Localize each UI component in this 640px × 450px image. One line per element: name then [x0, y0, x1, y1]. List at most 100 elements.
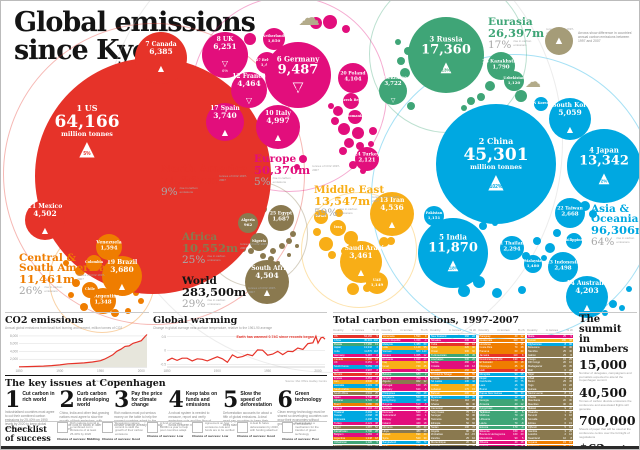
table-cell-change: 28 — [569, 369, 572, 373]
table-row: Niger 9 30 — [527, 372, 573, 377]
table-row: Laos 15 50 — [478, 384, 525, 388]
table-row: Paraguay 40 22 — [478, 335, 525, 339]
bubble-name: 27 Belgium — [256, 58, 278, 63]
table-cell-country: Kazakhstan — [334, 429, 348, 433]
table-row: Guyana 15 10 — [527, 440, 573, 445]
table-cell-country: Norway — [382, 418, 392, 422]
table-cell-tonnes: 15 — [563, 384, 566, 388]
table-cell-country: Moldova — [479, 414, 490, 418]
table-row: Tajikistan 40 5 — [478, 410, 525, 415]
table-row: Iraq 910 30 — [381, 361, 428, 365]
table-cell-tonnes: 20 — [514, 369, 518, 373]
table-row: Singapore 560 24 — [381, 395, 428, 399]
bubble-dot — [279, 243, 285, 249]
table-cell-country: Uzbekistan — [334, 440, 347, 444]
table-row: Brazil 3,680 33 — [333, 403, 379, 407]
table-cell-change: 30 — [569, 399, 572, 403]
table-cell-tonnes: 380 — [416, 425, 421, 429]
bubble-value: 4,997 — [266, 116, 290, 126]
region-value-caption: tonnes of CO2 1997-2007 — [219, 174, 248, 182]
table-cell-tonnes: 5 — [564, 425, 566, 429]
table-cell-tonnes: 290 — [464, 372, 469, 376]
bubble-dot — [339, 147, 347, 155]
co2-chart-source: Source: CDIAC, US Department of Energy — [96, 378, 149, 383]
bubble-6-germany: 6 Germany 9,487 ▽ 6% — [265, 42, 331, 108]
table-row: Kenya 110 28 — [430, 399, 476, 403]
region-value: 74,867m — [161, 173, 218, 187]
table-cell-country: Taiwan — [334, 414, 343, 418]
trend-arrow-glyph: ▽ — [292, 79, 304, 96]
table-cell-change: 5 — [522, 437, 524, 441]
table-cell-change: 40 — [569, 410, 572, 414]
bubble-label-iraq: Iraq — [268, 225, 408, 230]
bubble-label-12-france: 12 France 4,464 ▽ — [179, 73, 319, 106]
table-cell-change: -4 — [521, 425, 524, 429]
table-cell-change: 12 — [569, 391, 572, 395]
table-cell-country: Hong Kong — [382, 399, 396, 403]
trend-arrow-icon: ▲ 2% — [599, 171, 610, 185]
trend-arrow-icon: ▽ — [246, 96, 252, 105]
summit-stat-caption: Sheets of paper that will be used at the… — [579, 427, 631, 439]
table-cell-tonnes: 4,502 — [365, 372, 373, 376]
table-cell-change: 28 — [520, 346, 524, 350]
table-row: El Salvador 60 18 — [478, 361, 525, 365]
table-cell-tonnes: 110 — [513, 353, 518, 357]
table-row: DR Congo 20 10 — [527, 361, 573, 365]
table-header-country: Country — [527, 328, 538, 332]
trend-arrow-glyph: ▲ — [118, 281, 126, 291]
region-value-caption: tonnes of CO2 1997-2007 — [77, 273, 106, 281]
bubble-label-venezuela: Venezuela 1,594 — [39, 241, 179, 253]
table-cell-country: El Salvador — [479, 361, 493, 365]
bubble-label-colombia: Colombia — [24, 260, 164, 265]
key-issue-number: 6 — [277, 387, 293, 413]
summit-stats: 15,000 Number of delegates, campaigners a… — [579, 358, 637, 449]
emissions-table: Country m tonnes% ch US 64,166 5 China 45,301 1… — [333, 328, 573, 449]
bubble-romania: Romania — [347, 110, 363, 124]
svg-text:-0.5: -0.5 — [161, 362, 167, 366]
table-header-change: % ch — [566, 328, 573, 332]
bubble-value: 3,461 — [349, 251, 373, 261]
table-cell-tonnes: 100 — [464, 425, 469, 429]
table-cell-change: 25 — [569, 429, 572, 433]
bubble-n-korea: N Korea — [533, 97, 549, 111]
table-cell-tonnes: 15 — [514, 384, 518, 388]
table-row: Somalia 6 5 — [527, 418, 573, 422]
table-cell-tonnes: 60 — [514, 361, 518, 365]
table-cell-change: 55 — [423, 346, 427, 350]
table-cell-country: Haiti — [479, 369, 485, 373]
bubble-name: 21 Thailand — [496, 241, 528, 247]
table-cell-change: 2 — [425, 372, 427, 376]
table-cell-change: 60 — [423, 342, 427, 346]
table-cell-tonnes: 60 — [514, 350, 518, 354]
table-cell-change: 14 — [423, 418, 427, 422]
table-cell-country: Morocco — [382, 425, 393, 429]
table-cell-change: 12 — [569, 433, 572, 437]
bubble-13-iran: 13 Iran 4,536 ▲ — [370, 192, 414, 236]
table-cell-country: China — [334, 338, 341, 342]
table-cell-country: France — [334, 376, 343, 380]
table-cell-change: 28 — [423, 391, 427, 395]
table-cell-tonnes: 760 — [416, 391, 421, 395]
table-cell-country: Malawi — [528, 406, 537, 410]
svg-text:Earth has warmed 0.74C since r: Earth has warmed 0.74C since records beg… — [237, 335, 315, 339]
table-row: Israel 740 25 — [381, 365, 428, 369]
table-column-header: Country m tonnes % ch — [333, 328, 379, 334]
table-cell-tonnes: 560 — [416, 406, 421, 410]
table-cell-tonnes: 2,498 — [365, 418, 373, 422]
table-row: Madagascar 20 35 — [527, 365, 573, 369]
table-cell-tonnes: 430 — [416, 418, 421, 422]
bubble-name: 18 Ukraine — [378, 75, 407, 81]
bubble-name: 26 Kazakhstan — [482, 59, 520, 65]
table-cell-change: 20 — [472, 357, 475, 361]
table-cell-tonnes: 130 — [464, 380, 469, 384]
table-row: Turkey 2,121 38 — [333, 421, 379, 426]
table-header-tonnes: m tonnes — [497, 328, 510, 332]
table-cell-change: -5 — [424, 387, 427, 391]
table-cell-country: Poland — [334, 406, 343, 410]
table-row: Algeria 962 32 — [381, 380, 428, 384]
table-cell-change: 20 — [569, 406, 572, 410]
table-cell-tonnes: 10 — [563, 437, 566, 441]
table-row: Rwanda 7 40 — [527, 410, 573, 415]
bubble-dot — [333, 106, 343, 116]
table-cell-country: Jordan — [431, 384, 439, 388]
